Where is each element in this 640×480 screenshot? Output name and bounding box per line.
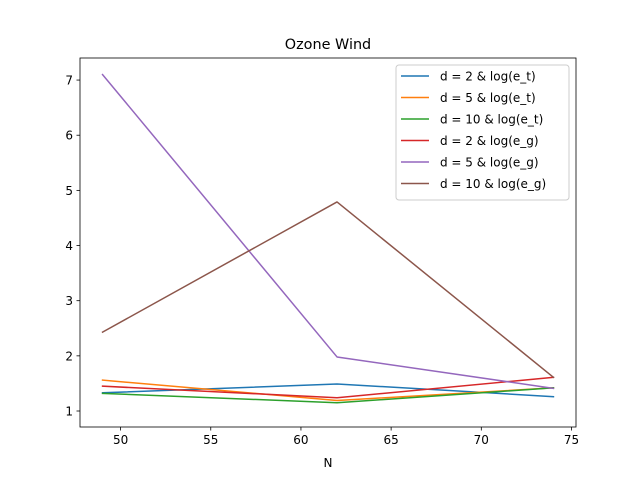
x-tick-label: 50 (113, 433, 128, 447)
axes-frame (79, 57, 577, 428)
x-tick-label: 70 (474, 433, 489, 447)
y-tick-label: 2 (65, 349, 73, 363)
x-tick-label: 55 (203, 433, 218, 447)
legend: d = 2 & log(e_t)d = 5 & log(e_t)d = 10 &… (395, 64, 570, 201)
y-tick-label: 5 (65, 184, 73, 198)
series-line-3 (101, 387, 555, 404)
y-tick-label: 6 (65, 129, 73, 143)
legend-label-5: d = 5 & log(e_g) (440, 156, 539, 170)
legend-label-2: d = 5 & log(e_t) (440, 91, 536, 105)
y-tick-label: 4 (65, 239, 73, 253)
x-tick-label: 65 (383, 433, 398, 447)
legend-label-6: d = 10 & log(e_g) (440, 177, 546, 191)
legend-box (395, 64, 570, 201)
legend-label-4: d = 2 & log(e_g) (440, 134, 539, 148)
y-axis: 1 2 3 4 5 6 7 (65, 74, 80, 419)
plot-area (79, 57, 577, 428)
y-tick-label: 3 (65, 294, 73, 308)
x-axis: 50 55 60 65 70 75 (113, 427, 579, 447)
x-axis-label: N (324, 456, 333, 470)
series-line-4 (101, 376, 555, 399)
x-tick-label: 75 (564, 433, 579, 447)
series-line-5 (101, 73, 555, 390)
legend-label-1: d = 2 & log(e_t) (440, 70, 536, 84)
y-tick-label: 7 (65, 74, 73, 88)
y-tick-label: 1 (65, 405, 73, 419)
chart-title: Ozone Wind (285, 37, 371, 53)
legend-label-3: d = 10 & log(e_t) (440, 113, 543, 127)
x-tick-label: 60 (293, 433, 308, 447)
series-line-6 (101, 201, 555, 379)
